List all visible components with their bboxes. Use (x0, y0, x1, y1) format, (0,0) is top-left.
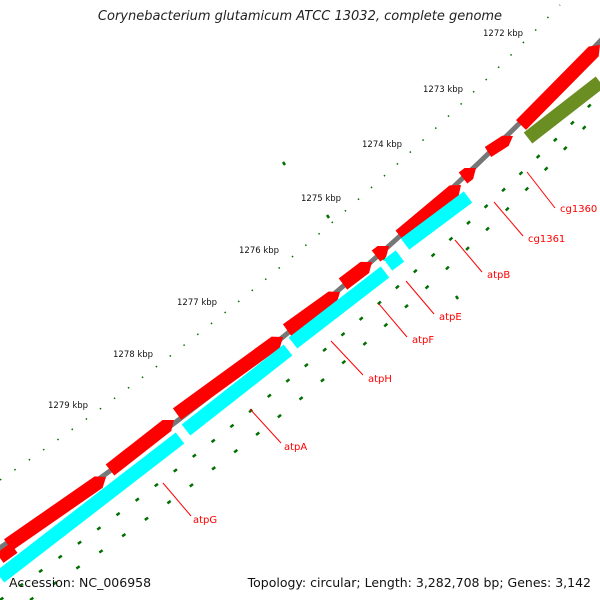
gene-arrow-atpG[interactable] (4, 476, 106, 551)
gene-arrow-unlabeled-1[interactable] (484, 135, 513, 158)
gene-arrow-atpF[interactable] (282, 291, 340, 336)
scale-label: 1279 kbp (48, 401, 88, 411)
accession-label: Accession: NC_006958 (9, 575, 152, 590)
scale-label: 1274 kbp (362, 140, 402, 150)
callout-line (378, 303, 408, 338)
innermost-tick-ring (29, 109, 600, 600)
gene-bar-reverse-1[interactable] (0, 432, 185, 583)
gene-label-cg1360[interactable]: cg1360 (560, 204, 597, 215)
scale-label: 1272 kbp (483, 29, 523, 39)
gene-arrow-unlabeled-3[interactable] (0, 543, 18, 563)
gene-label-atpE[interactable]: atpE (439, 312, 462, 323)
gene-label-atpG[interactable]: atpG (193, 515, 217, 526)
callout-line (526, 171, 556, 209)
scale-label: 1278 kbp (113, 350, 153, 360)
callout-line (249, 408, 282, 444)
gene-label-atpB[interactable]: atpB (487, 270, 510, 281)
gene-arrow-cg1360[interactable] (458, 167, 476, 184)
feature-track (0, 45, 600, 583)
callout-line (454, 239, 483, 273)
map-title: Corynebacterium glutamicum ATCC 13032, c… (97, 9, 503, 24)
scale-tick (454, 295, 460, 300)
gene-label-cg1361[interactable]: cg1361 (528, 234, 565, 245)
gene-bar-other-1[interactable] (523, 76, 600, 144)
gene-arrow-atpE[interactable] (338, 261, 372, 290)
gene-arrow-atpB[interactable] (371, 245, 389, 262)
gene-bar-reverse-2[interactable] (181, 344, 293, 436)
gene-bar-reverse-3[interactable] (288, 266, 390, 349)
scale-tick (281, 161, 287, 166)
gene-arrow-atpH[interactable] (172, 336, 283, 420)
scale-label: 1275 kbp (301, 194, 341, 204)
scale-label: 1273 kbp (423, 85, 463, 95)
callout-line (162, 482, 192, 517)
gene-arrow-cg1361[interactable] (395, 185, 461, 242)
gene-arrow-unlabeled-2[interactable] (516, 45, 600, 130)
callout-line (405, 280, 435, 315)
gene-callouts: cg1360 cg1361 atpB atpE atpF atpH atpA atpG (162, 171, 597, 526)
inner-tick-ring (0, 94, 600, 600)
gene-label-atpA[interactable]: atpA (284, 442, 307, 453)
gene-label-atpF[interactable]: atpF (412, 335, 434, 346)
scale-label: 1277 kbp (177, 298, 217, 308)
scale-tick (325, 214, 331, 219)
gene-arrow-atpA[interactable] (105, 420, 174, 476)
gene-bar-reverse-5[interactable] (400, 191, 473, 250)
scale-labels: 1272 kbp 1273 kbp 1274 kbp 1275 kbp 1276 kbp… (48, 29, 523, 411)
gene-bar-reverse-4[interactable] (383, 250, 405, 271)
callout-line (330, 340, 364, 376)
gene-label-atpH[interactable]: atpH (368, 374, 392, 385)
scale-label: 1276 kbp (239, 246, 279, 256)
callout-line (493, 201, 524, 237)
genome-summary: Topology: circular; Length: 3,282,708 bp… (247, 575, 591, 590)
